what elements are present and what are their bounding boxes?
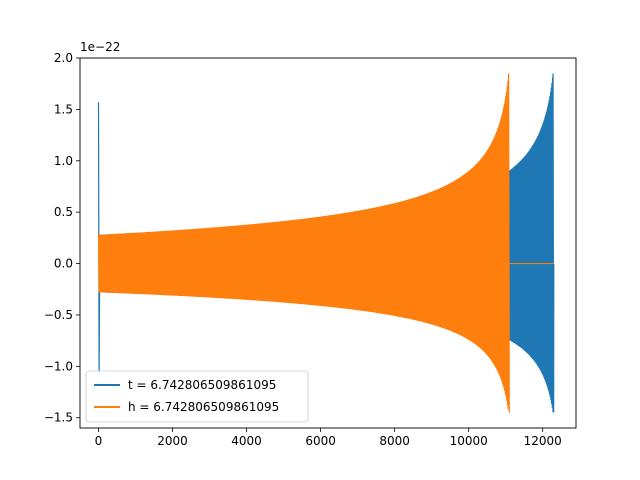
- legend-label: t = 6.742806509861095: [128, 378, 276, 392]
- y-tick-label: 1.5: [54, 102, 73, 116]
- x-tick-label: 10000: [450, 434, 488, 448]
- legend: t = 6.742806509861095 h = 6.7428065098610…: [85, 370, 309, 423]
- legend-box: [85, 370, 309, 423]
- y-tick-label: 1.0: [54, 154, 73, 168]
- y-tick-label: 2.0: [54, 51, 73, 65]
- x-axis: 0 2000 4000 6000 8000 10000 12000: [95, 428, 562, 448]
- plot-frame: [79, 57, 577, 429]
- series-line-1: [97, 73, 554, 413]
- y-tick-label: −1.5: [44, 411, 73, 425]
- x-tick-label: 4000: [231, 434, 262, 448]
- x-tick-label: 12000: [524, 434, 562, 448]
- x-tick-label: 8000: [379, 434, 410, 448]
- y-tick-label: 0.0: [54, 257, 73, 271]
- x-tick-label: 6000: [305, 434, 336, 448]
- y-tick-label: −0.5: [44, 308, 73, 322]
- series-layer: [97, 73, 555, 413]
- x-tick-label: 2000: [157, 434, 188, 448]
- x-tick-label: 0: [95, 434, 103, 448]
- legend-label: h = 6.742806509861095: [128, 400, 279, 414]
- y-scale-label: 1e−22: [80, 40, 120, 54]
- y-axis: −1.5 −1.0 −0.5 0.0 0.5 1.0 1.5 2.0: [44, 51, 80, 425]
- y-tick-label: −1.0: [44, 359, 73, 373]
- y-tick-label: 0.5: [54, 205, 73, 219]
